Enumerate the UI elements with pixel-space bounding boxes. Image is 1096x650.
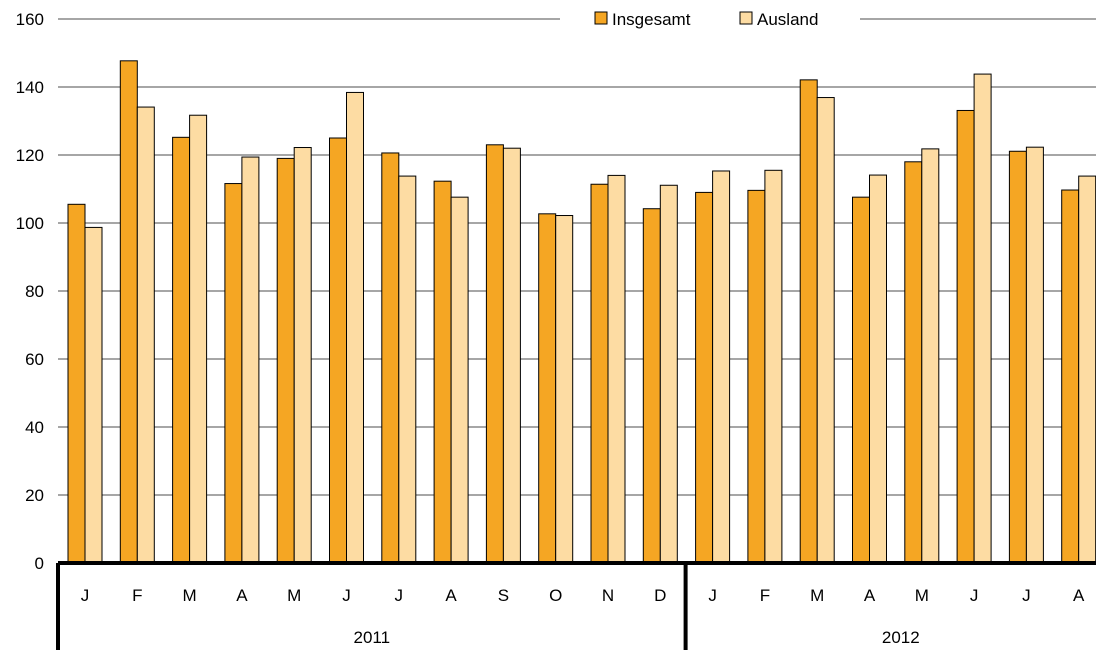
bar-ausland-10	[607, 174, 626, 564]
x-tick-label-0: J	[81, 586, 90, 605]
x-tick-label-5: J	[342, 586, 351, 605]
legend-swatch-ausland	[739, 11, 753, 25]
bar-insgesamt-3	[224, 183, 243, 564]
bar-insgesamt-2	[172, 136, 191, 564]
x-tick-label-3: A	[236, 586, 248, 605]
x-tick-label-11: D	[654, 586, 666, 605]
bar-insgesamt-10	[590, 183, 609, 564]
bar-ausland-12	[712, 170, 731, 564]
x-tick-label-13: F	[760, 586, 770, 605]
x-tick-label-15: A	[864, 586, 876, 605]
bar-ausland-0	[84, 226, 103, 564]
y-tick-label-80: 80	[25, 282, 44, 301]
bar-ausland-9	[555, 215, 574, 564]
x-tick-label-19: A	[1073, 586, 1085, 605]
y-tick-label-20: 20	[25, 486, 44, 505]
bar-ausland-4	[293, 147, 312, 564]
bar-insgesamt-11	[642, 208, 661, 564]
bar-ausland-1	[136, 106, 155, 564]
bar-ausland-13	[764, 169, 783, 564]
y-axis-tick-labels: 0 20 40 60 80 100 120 140 160	[16, 10, 44, 573]
bar-ausland-7	[450, 196, 469, 564]
y-tick-label-100: 100	[16, 214, 44, 233]
x-tick-label-9: O	[549, 586, 562, 605]
bar-ausland-2	[189, 114, 208, 564]
bar-insgesamt-7	[433, 180, 452, 564]
bar-insgesamt-5	[329, 137, 347, 564]
bar-insgesamt-18	[1008, 150, 1027, 564]
bar-insgesamt-15	[852, 196, 870, 564]
legend-swatch-insgesamt	[594, 11, 608, 25]
y-tick-label-160: 160	[16, 10, 44, 29]
bar-insgesamt-17	[956, 109, 975, 564]
x-tick-label-14: M	[810, 586, 824, 605]
legend-label-ausland: Ausland	[757, 10, 818, 29]
x-tick-label-17: J	[970, 586, 979, 605]
bar-ausland-3	[241, 156, 260, 564]
bar-ausland-17	[973, 73, 992, 564]
bar-ausland-8	[502, 147, 521, 564]
x-axis: J F M A M J J A S O N D J F M A M J J A 2011 2012	[56, 561, 1096, 650]
y-tick-label-60: 60	[25, 350, 44, 369]
bar-insgesamt-4	[276, 157, 295, 564]
bar-ausland-11	[659, 184, 678, 564]
x-group-label-2011: 2011	[354, 628, 391, 647]
x-group-label-2012: 2012	[882, 628, 920, 647]
bar-insgesamt-14	[799, 79, 818, 564]
bars	[67, 60, 1096, 564]
x-tick-label-12: J	[708, 586, 717, 605]
bar-ausland-6	[398, 175, 417, 564]
bar-insgesamt-9	[538, 213, 557, 564]
bar-ausland-19	[1078, 175, 1096, 564]
bar-insgesamt-6	[381, 152, 400, 564]
x-tick-label-4: M	[287, 586, 301, 605]
bar-insgesamt-8	[485, 144, 504, 564]
x-tick-label-18: J	[1022, 586, 1031, 605]
bar-ausland-15	[869, 174, 887, 564]
bar-insgesamt-0	[67, 203, 86, 564]
bar-insgesamt-12	[695, 191, 714, 564]
x-tick-label-10: N	[602, 586, 614, 605]
bar-insgesamt-1	[119, 60, 138, 564]
legend: Insgesamt Ausland	[560, 6, 860, 32]
bar-insgesamt-16	[904, 161, 923, 564]
bar-insgesamt-19	[1061, 189, 1080, 564]
y-tick-label-0: 0	[35, 554, 44, 573]
bar-ausland-14	[816, 97, 835, 564]
y-tick-label-120: 120	[16, 146, 44, 165]
legend-label-insgesamt: Insgesamt	[612, 10, 691, 29]
x-tick-label-7: A	[445, 586, 457, 605]
y-tick-label-40: 40	[25, 418, 44, 437]
bar-ausland-16	[921, 148, 940, 564]
gridlines	[58, 18, 1096, 496]
x-tick-label-16: M	[915, 586, 929, 605]
x-tick-label-1: F	[132, 586, 142, 605]
y-tick-label-140: 140	[16, 78, 44, 97]
x-tick-label-8: S	[498, 586, 509, 605]
bar-ausland-5	[346, 91, 364, 564]
legend-background	[560, 6, 860, 32]
x-tick-label-6: J	[395, 586, 404, 605]
bar-insgesamt-13	[747, 189, 766, 564]
x-tick-label-2: M	[183, 586, 197, 605]
bar-ausland-18	[1025, 146, 1044, 564]
